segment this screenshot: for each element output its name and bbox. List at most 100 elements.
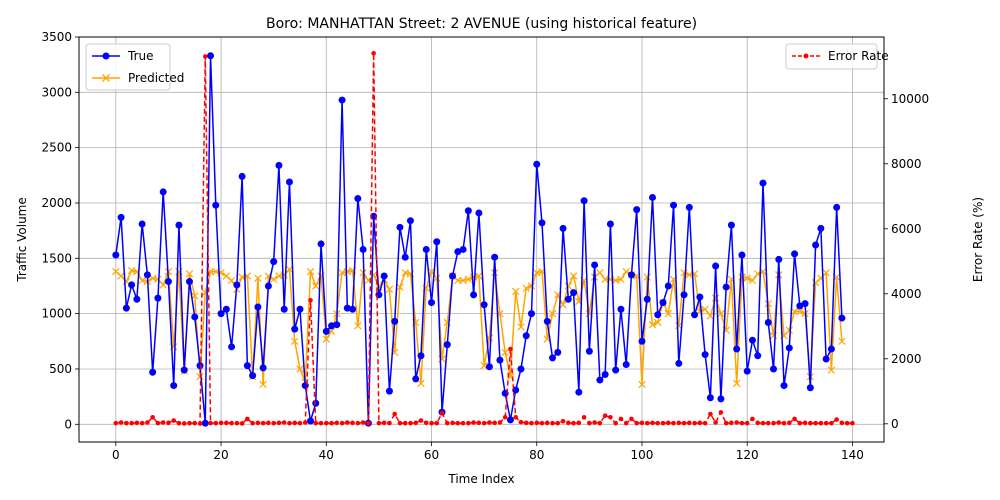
- predicted-point: [748, 276, 757, 285]
- true-point: [717, 395, 725, 403]
- true-point: [743, 367, 751, 375]
- true-point: [722, 283, 730, 291]
- true-point: [601, 371, 609, 378]
- error-rate-point: [413, 420, 419, 426]
- true-point: [664, 282, 672, 290]
- true-point: [670, 201, 678, 209]
- error-rate-point: [718, 410, 724, 415]
- true-series-line: [115, 55, 843, 424]
- true-point: [833, 203, 841, 211]
- error-rate-point: [655, 420, 661, 426]
- true-point: [685, 203, 693, 211]
- predicted-point: [269, 275, 278, 284]
- true-point: [559, 224, 567, 232]
- predicted-series-line: [115, 267, 843, 385]
- error-rate-point: [765, 420, 771, 426]
- x-tick-label: 40: [319, 448, 334, 462]
- true-point: [517, 365, 525, 373]
- error-rate-point: [702, 420, 708, 426]
- error-rate-point: [197, 421, 203, 426]
- predicted-point: [185, 270, 194, 278]
- true-point: [754, 352, 762, 360]
- true-point: [117, 213, 125, 221]
- error-rate-point: [271, 420, 276, 426]
- true-point: [596, 376, 604, 384]
- true-point: [301, 382, 309, 390]
- error-rate-point: [797, 420, 803, 426]
- error-rate-point: [171, 418, 177, 423]
- error-rate-point: [418, 418, 424, 423]
- error-rate-point: [145, 420, 150, 425]
- legend-true-marker: [102, 52, 110, 60]
- predicted-point: [701, 305, 709, 313]
- true-point: [727, 221, 735, 229]
- true-point: [285, 178, 293, 186]
- error-rate-point: [697, 420, 703, 426]
- true-point: [270, 258, 278, 266]
- error-rate-point: [323, 420, 329, 426]
- error-rate-point: [802, 420, 808, 426]
- error-rate-point: [629, 416, 634, 422]
- error-rate-point: [771, 420, 776, 426]
- error-rate-point: [392, 411, 397, 417]
- true-point: [680, 291, 688, 299]
- error-rate-point: [402, 420, 408, 426]
- error-rate-series-line: [115, 53, 853, 425]
- error-rate-point: [355, 420, 361, 426]
- error-rate-point: [150, 414, 155, 420]
- predicted-point: [227, 276, 236, 285]
- true-point: [143, 271, 151, 279]
- true-point: [838, 314, 846, 322]
- true-point: [307, 417, 315, 425]
- error-rate-point: [250, 420, 255, 426]
- true-point: [617, 305, 625, 313]
- true-point: [185, 278, 193, 286]
- true-point: [485, 363, 493, 371]
- true-point: [112, 251, 120, 259]
- error-rate-point: [434, 420, 440, 426]
- error-rate-point: [734, 420, 739, 425]
- predicted-point: [464, 275, 473, 284]
- true-point: [464, 207, 472, 215]
- x-tick-label: 140: [841, 448, 864, 462]
- true-point: [585, 347, 593, 355]
- error-rate-point: [302, 420, 308, 425]
- error-rate-point: [445, 420, 450, 426]
- error-rate-point: [229, 420, 234, 426]
- error-rate-point: [750, 416, 755, 422]
- true-point: [827, 345, 835, 353]
- true-point: [128, 281, 136, 289]
- true-point: [343, 304, 351, 312]
- true-point: [249, 372, 257, 380]
- true-point: [706, 394, 714, 402]
- true-point: [259, 364, 267, 372]
- true-point: [533, 160, 541, 168]
- error-rate-point: [671, 420, 676, 426]
- error-rate-point: [723, 420, 729, 426]
- true-point: [196, 362, 204, 370]
- error-rate-point: [544, 420, 550, 426]
- true-point: [317, 240, 325, 248]
- error-rate-point: [713, 420, 718, 425]
- error-rate-point: [576, 420, 582, 426]
- error-rate-point: [397, 420, 403, 426]
- true-point: [606, 220, 614, 228]
- predicted-point: [717, 309, 725, 318]
- error-rate-point: [350, 420, 355, 426]
- x-tick-label: 0: [112, 448, 120, 462]
- error-rate-point: [850, 420, 855, 426]
- true-point: [459, 245, 467, 253]
- error-rate-point: [639, 420, 645, 426]
- grid-lines: [79, 36, 884, 442]
- true-point: [822, 355, 830, 363]
- error-rate-point: [550, 420, 555, 426]
- true-point: [475, 209, 483, 217]
- predicted-point: [285, 265, 294, 274]
- true-point: [164, 278, 172, 286]
- predicted-point: [290, 337, 299, 346]
- error-rate-point: [508, 346, 513, 352]
- true-point: [470, 291, 478, 299]
- y-axis-title: Traffic Volume: [15, 197, 29, 283]
- error-rate-point: [813, 420, 818, 426]
- predicted-point: [475, 272, 483, 280]
